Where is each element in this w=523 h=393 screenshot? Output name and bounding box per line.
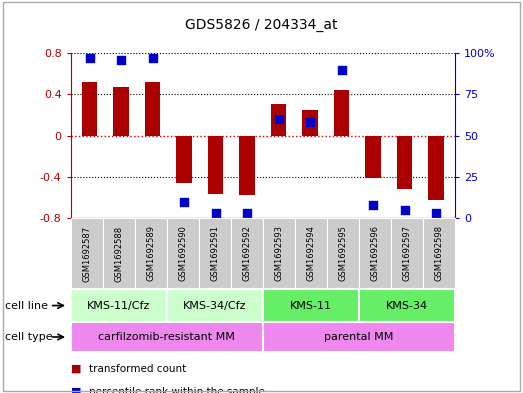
Bar: [239, 136, 255, 195]
Text: ■: ■: [71, 364, 81, 373]
Point: [243, 210, 251, 216]
Point: [337, 66, 346, 73]
Bar: [145, 82, 161, 136]
Text: KMS-11/Cfz: KMS-11/Cfz: [87, 301, 150, 310]
Point: [401, 207, 409, 213]
Text: GSM1692591: GSM1692591: [210, 226, 219, 281]
Point: [85, 55, 94, 61]
Text: percentile rank within the sample: percentile rank within the sample: [89, 387, 265, 393]
Text: transformed count: transformed count: [89, 364, 186, 373]
Bar: [428, 136, 444, 200]
Bar: [334, 90, 349, 136]
Text: KMS-11: KMS-11: [290, 301, 332, 310]
Point: [432, 210, 440, 216]
Point: [369, 202, 377, 208]
Bar: [397, 136, 413, 189]
Text: GSM1692594: GSM1692594: [306, 226, 315, 281]
Text: GSM1692592: GSM1692592: [242, 226, 251, 281]
Text: GSM1692598: GSM1692598: [435, 226, 444, 281]
Text: carfilzomib-resistant MM: carfilzomib-resistant MM: [98, 332, 235, 342]
Bar: [176, 136, 192, 183]
Bar: [365, 136, 381, 178]
Bar: [302, 110, 318, 136]
Point: [149, 55, 157, 61]
Point: [211, 210, 220, 216]
Bar: [82, 82, 97, 136]
Point: [306, 119, 314, 125]
Text: cell line: cell line: [5, 301, 48, 310]
Point: [180, 198, 188, 205]
Text: GSM1692590: GSM1692590: [178, 226, 187, 281]
Text: KMS-34/Cfz: KMS-34/Cfz: [183, 301, 246, 310]
Bar: [113, 87, 129, 136]
Text: KMS-34: KMS-34: [386, 301, 428, 310]
Text: GSM1692589: GSM1692589: [146, 226, 155, 281]
Text: parental MM: parental MM: [324, 332, 394, 342]
Text: GSM1692596: GSM1692596: [370, 226, 379, 281]
Text: GDS5826 / 204334_at: GDS5826 / 204334_at: [185, 18, 338, 32]
Text: GSM1692597: GSM1692597: [403, 226, 412, 281]
Text: ■: ■: [71, 387, 81, 393]
Text: cell type: cell type: [5, 332, 53, 342]
Text: GSM1692587: GSM1692587: [82, 226, 91, 281]
Text: GSM1692588: GSM1692588: [114, 226, 123, 281]
Point: [117, 57, 125, 63]
Text: GSM1692595: GSM1692595: [338, 226, 347, 281]
Bar: [208, 136, 223, 195]
Text: GSM1692593: GSM1692593: [275, 226, 283, 281]
Bar: [271, 104, 287, 136]
Point: [275, 116, 283, 122]
